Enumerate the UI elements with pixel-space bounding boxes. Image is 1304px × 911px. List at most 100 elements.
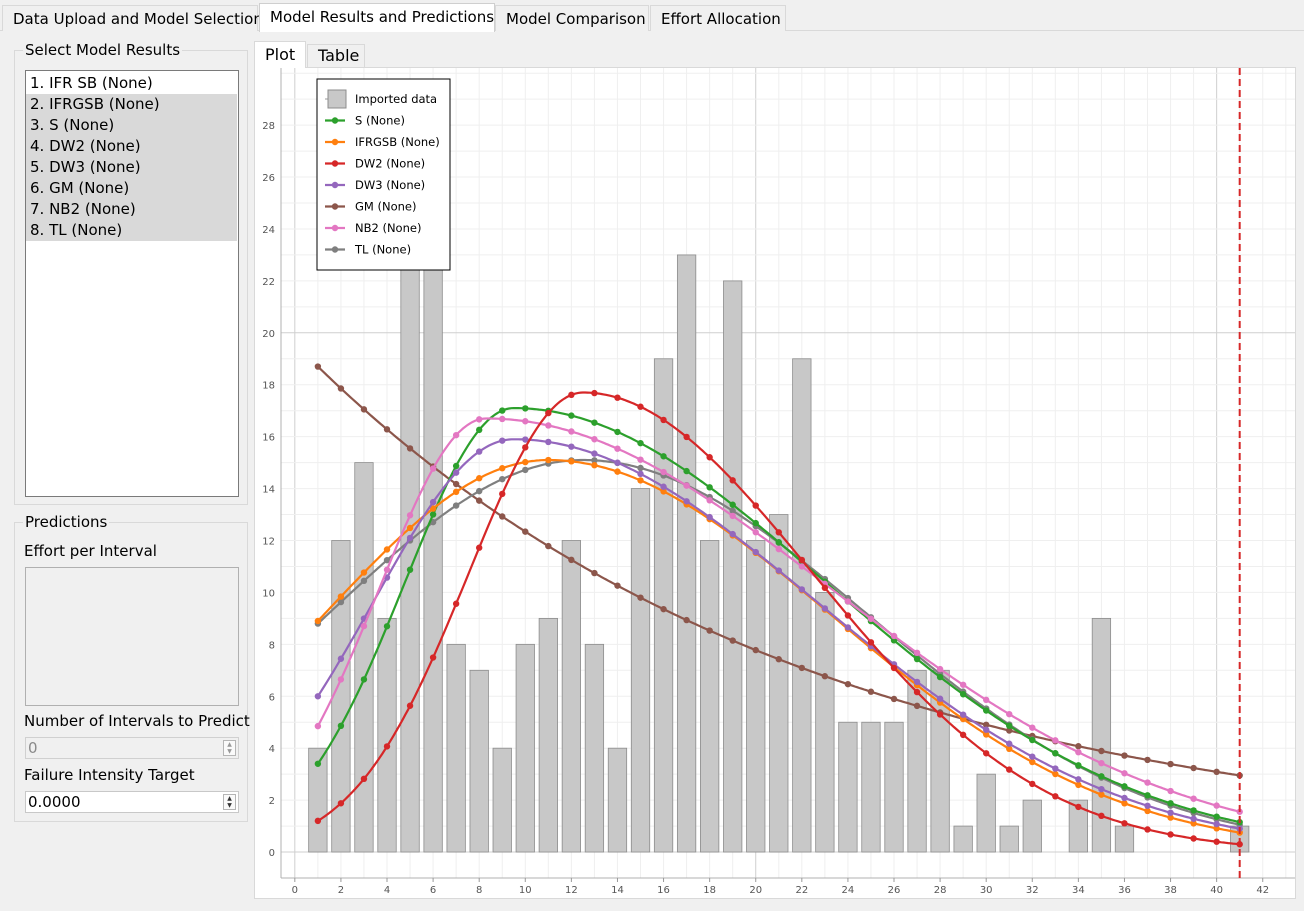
model-item-gm[interactable]: 6. GM (None) xyxy=(26,178,237,199)
x-tick-label: 0 xyxy=(292,885,298,896)
series-point xyxy=(1098,791,1105,798)
series-point xyxy=(660,453,667,460)
series-point xyxy=(522,436,529,443)
series-point xyxy=(1144,802,1151,809)
series-point xyxy=(1075,748,1082,756)
bar xyxy=(354,462,374,853)
series-point xyxy=(959,681,967,688)
series-point xyxy=(591,436,598,443)
series-point xyxy=(591,569,598,577)
series-point xyxy=(337,800,345,807)
series-point xyxy=(1121,770,1128,777)
series-point xyxy=(429,498,437,506)
series-point xyxy=(660,488,667,495)
series-point xyxy=(637,477,644,484)
tab-table[interactable]: Table xyxy=(307,44,365,68)
series-point xyxy=(1144,756,1151,764)
spin-down-icon[interactable]: ▼ xyxy=(227,748,232,755)
series-point xyxy=(1190,815,1197,822)
series-point xyxy=(614,468,621,475)
tab-effort-allocation[interactable]: Effort Allocation xyxy=(650,5,786,31)
series-point xyxy=(545,456,552,464)
y-tick-label: 26 xyxy=(262,173,275,184)
tab-model-comparison[interactable]: Model Comparison xyxy=(495,5,649,31)
series-point xyxy=(1167,787,1174,795)
series-point xyxy=(1213,768,1220,776)
series-point xyxy=(314,617,322,625)
spin-up-icon[interactable]: ▲ xyxy=(227,741,232,748)
series-point xyxy=(314,722,322,730)
series-point xyxy=(1006,722,1013,729)
series-point xyxy=(1167,831,1174,838)
spin-down-icon[interactable]: ▼ xyxy=(227,802,232,809)
x-tick-label: 10 xyxy=(519,885,532,896)
legend-entry: TL (None) xyxy=(354,243,411,257)
spin-up-icon[interactable]: ▲ xyxy=(227,795,232,802)
series-point xyxy=(660,468,667,476)
legend-box xyxy=(316,78,451,271)
series-point xyxy=(314,760,322,767)
select-model-results-group: Select Model Results 1. IFR SB (None) 2.… xyxy=(14,40,248,505)
tab-model-results[interactable]: Model Results and Predictions xyxy=(259,3,495,32)
model-item-nb2[interactable]: 7. NB2 (None) xyxy=(26,199,237,220)
bar xyxy=(1114,825,1135,853)
series-point xyxy=(614,394,621,401)
model-item-ifr-sb[interactable]: 1. IFR SB (None) xyxy=(30,74,153,92)
series-point xyxy=(406,702,414,709)
series-point xyxy=(1052,750,1059,757)
x-tick-label: 26 xyxy=(888,885,901,896)
series-point xyxy=(383,623,391,630)
series-point xyxy=(982,726,990,733)
effort-per-interval-box[interactable] xyxy=(25,567,239,706)
series-point xyxy=(406,534,414,542)
series-point xyxy=(798,556,806,564)
intervals-spin-arrows[interactable]: ▲ ▼ xyxy=(223,740,236,756)
series-point xyxy=(1029,724,1036,731)
model-results-list[interactable]: 1. IFR SB (None) 2. IFRGSB (None) 3. S (… xyxy=(25,70,239,497)
series-point xyxy=(475,487,483,495)
model-item-dw2[interactable]: 4. DW2 (None) xyxy=(26,136,237,157)
model-results-chart[interactable]: 0 2 4 6 8 10 12 14 16 18 20 22 24 26 28 30 32 34 36 38 40 420… xyxy=(255,68,1295,898)
x-tick-label: 28 xyxy=(934,885,947,896)
tab-plot[interactable]: Plot xyxy=(254,41,306,68)
series-point xyxy=(982,721,990,728)
series-point xyxy=(429,465,437,472)
series-point xyxy=(1121,800,1128,807)
series-point xyxy=(1213,820,1220,828)
series-point xyxy=(1144,807,1151,815)
series-point xyxy=(959,691,967,698)
series-point xyxy=(1098,747,1105,755)
series-s xyxy=(314,405,1243,826)
series-point xyxy=(1167,760,1174,768)
legend-entry: Imported data xyxy=(355,92,437,106)
series-point xyxy=(752,502,759,509)
series-point xyxy=(1006,745,1013,753)
series-dw2 xyxy=(314,389,1243,848)
legend-swatch xyxy=(331,117,339,124)
y-tick-label: 10 xyxy=(262,588,275,599)
model-item-ifrgsb[interactable]: 2. IFRGSB (None) xyxy=(26,94,237,115)
target-spin-arrows[interactable]: ▲ ▼ xyxy=(223,794,236,810)
series-point xyxy=(683,433,690,441)
series-point xyxy=(775,539,782,546)
failure-intensity-target-spinbox[interactable]: 0.0000 ▲ ▼ xyxy=(25,791,239,813)
series-point xyxy=(360,406,368,413)
series-point xyxy=(752,646,759,654)
series-point xyxy=(360,569,368,576)
series-point xyxy=(637,403,644,410)
intervals-to-predict-spinbox[interactable]: 0 ▲ ▼ xyxy=(25,737,239,759)
series-point xyxy=(1098,785,1105,793)
model-item-s[interactable]: 3. S (None) xyxy=(26,115,237,136)
series-point xyxy=(706,454,713,461)
series-point xyxy=(383,556,391,564)
bar xyxy=(723,280,743,853)
tab-data-upload[interactable]: Data Upload and Model Selection xyxy=(2,5,263,31)
series-point xyxy=(1006,740,1013,747)
series-point xyxy=(752,548,759,556)
series-point xyxy=(660,416,667,424)
series-point xyxy=(545,438,552,446)
series-point xyxy=(729,507,736,514)
model-item-tl[interactable]: 8. TL (None) xyxy=(26,220,237,241)
series-point xyxy=(314,363,322,370)
model-item-dw3[interactable]: 5. DW3 (None) xyxy=(26,157,237,178)
